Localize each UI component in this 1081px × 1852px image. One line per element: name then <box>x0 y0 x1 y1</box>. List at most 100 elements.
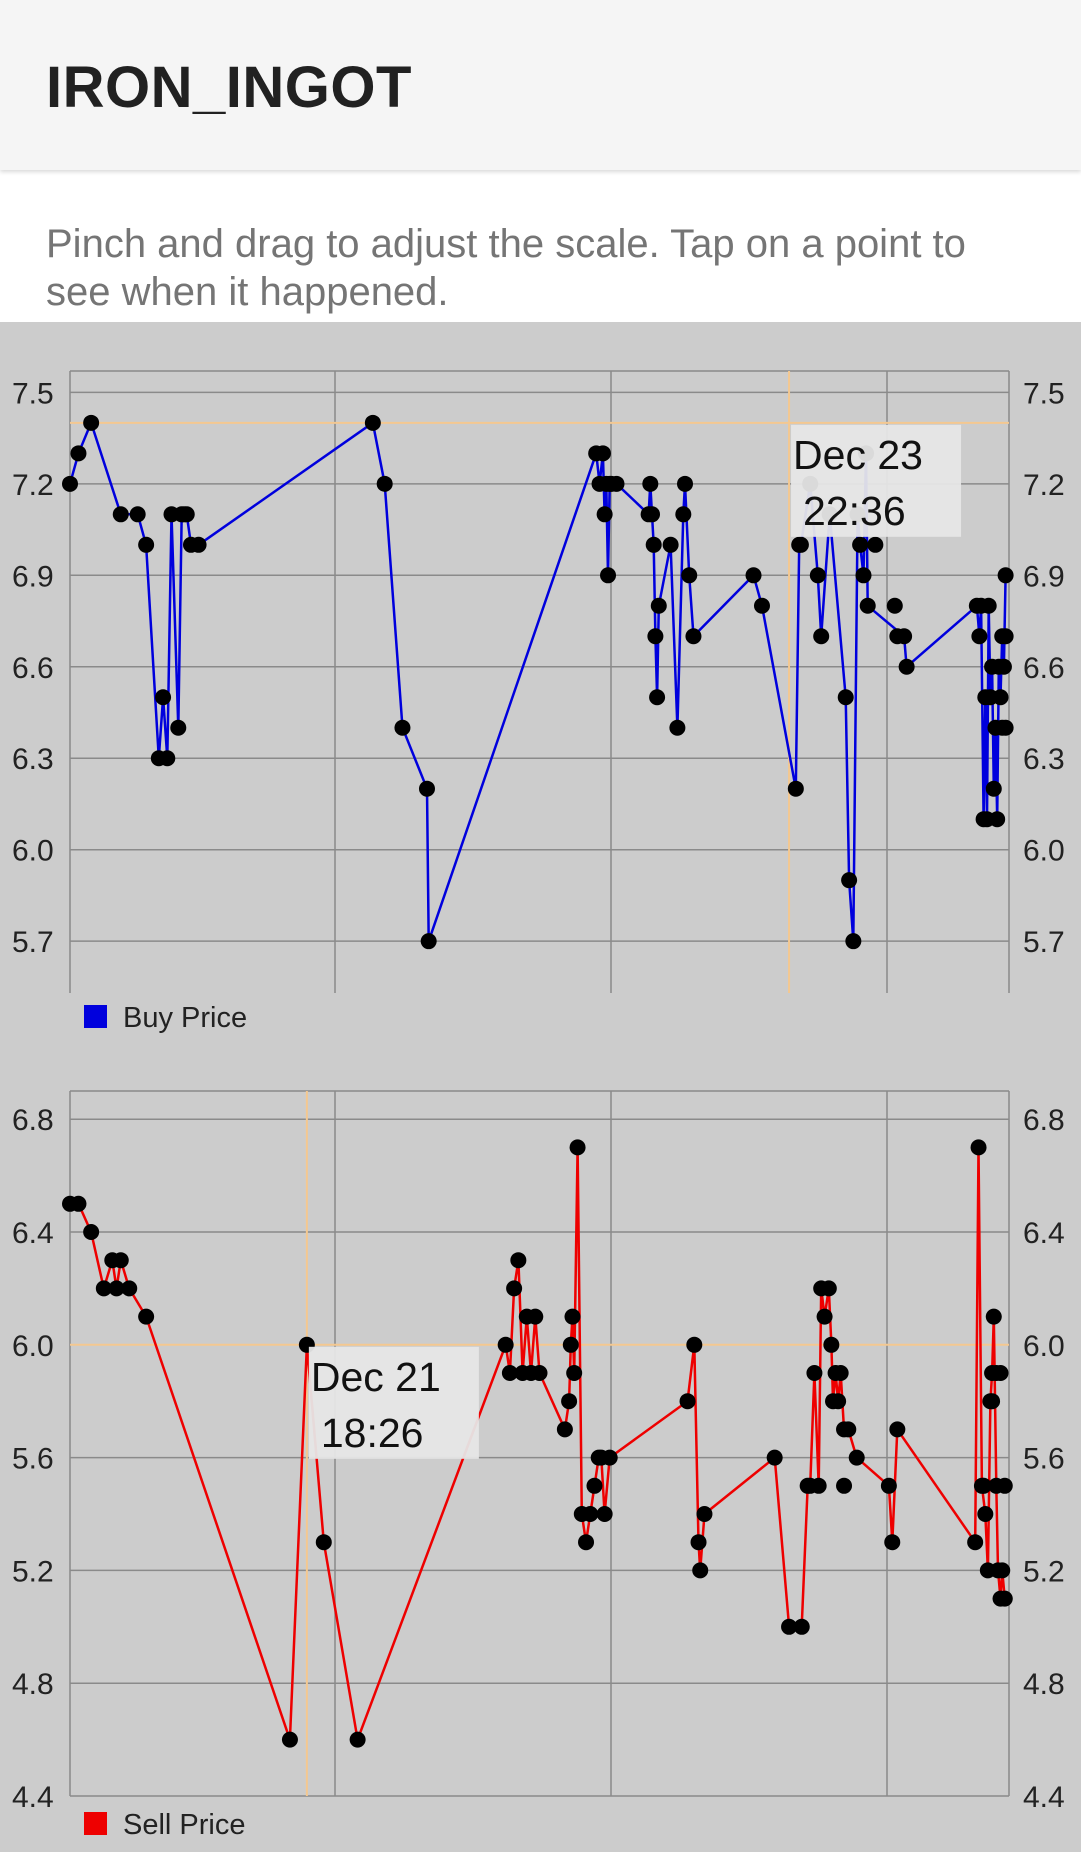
data-point <box>642 475 659 492</box>
y-tick-label-left: 6.0 <box>12 1330 54 1363</box>
data-point <box>420 933 437 950</box>
data-point <box>855 567 872 584</box>
legend-swatch <box>84 1812 107 1835</box>
tooltip-time: 18:26 <box>321 1410 424 1456</box>
data-point <box>645 536 662 553</box>
data-point <box>977 1506 994 1522</box>
data-point <box>586 1477 603 1494</box>
data-point <box>564 1308 581 1325</box>
data-point <box>809 567 826 584</box>
data-point <box>997 567 1014 584</box>
data-point <box>830 1393 847 1410</box>
data-point <box>675 506 692 523</box>
tooltip-box <box>791 424 962 537</box>
y-tick-label-right: 5.2 <box>1023 1555 1065 1588</box>
data-point <box>992 689 1009 706</box>
data-point <box>832 1365 849 1381</box>
data-point <box>867 536 884 553</box>
y-tick-label-left: 6.4 <box>12 1217 54 1250</box>
y-tick-label-left: 6.3 <box>12 743 54 776</box>
data-point <box>190 536 207 553</box>
buy-price-chart: 7.5 7.5 7.2 7.2 6.9 6.9 6.6 6.6 6.3 6.3 6.0 6.0 5.7 5… <box>12 370 1065 1034</box>
data-point <box>510 1252 527 1269</box>
data-point <box>129 506 146 523</box>
data-point <box>792 536 809 553</box>
data-point <box>696 1506 713 1522</box>
data-point <box>527 1308 544 1325</box>
data-point <box>650 597 667 614</box>
y-tick-label-right: 6.0 <box>1023 835 1065 868</box>
data-point <box>569 1139 586 1156</box>
sell-price-chart: 6.8 6.8 6.4 6.4 6.0 6.0 5.6 5.6 5.2 5.2 4.8 4.8 4.4 4… <box>12 1090 1065 1841</box>
data-point <box>992 1365 1009 1381</box>
data-point <box>889 1421 906 1438</box>
data-point <box>83 414 100 431</box>
data-point <box>70 445 87 462</box>
y-tick-label-left: 6.9 <box>12 560 54 593</box>
data-point <box>886 597 903 614</box>
data-point <box>596 506 613 523</box>
data-point <box>394 719 411 736</box>
data-point <box>497 1336 514 1353</box>
data-point <box>644 506 661 523</box>
data-point <box>889 628 906 645</box>
tooltip-box <box>308 1346 479 1459</box>
data-point <box>561 1393 578 1410</box>
data-point <box>692 1562 709 1579</box>
data-point <box>108 1280 125 1297</box>
data-point <box>836 1477 853 1494</box>
data-point <box>83 1224 100 1240</box>
data-point <box>787 780 804 797</box>
data-point <box>95 1280 112 1297</box>
data-point <box>845 933 862 950</box>
data-point <box>376 475 393 492</box>
y-tick-label-left: 5.2 <box>12 1555 54 1588</box>
data-point <box>170 719 187 736</box>
tooltip-date: Dec 21 <box>311 1354 441 1400</box>
y-tick-label-right: 6.3 <box>1023 743 1065 776</box>
data-point <box>121 1280 138 1297</box>
y-tick-label-left: 6.0 <box>12 835 54 868</box>
y-tick-label-right: 7.5 <box>1023 377 1065 410</box>
data-point <box>898 658 915 675</box>
data-point <box>647 628 664 645</box>
data-point <box>967 1534 984 1551</box>
data-point <box>681 567 698 584</box>
data-point <box>281 1731 298 1748</box>
y-tick-label-left: 5.7 <box>12 926 54 959</box>
data-point <box>840 1421 857 1438</box>
data-point <box>315 1534 332 1551</box>
data-point <box>686 1336 703 1353</box>
data-point <box>985 780 1002 797</box>
y-tick-label-right: 6.4 <box>1023 1217 1065 1250</box>
data-point <box>62 475 78 492</box>
y-tick-label-left: 4.8 <box>12 1668 54 1701</box>
data-point <box>753 597 770 614</box>
legend-label: Sell Price <box>123 1809 246 1841</box>
y-tick-label-right: 6.9 <box>1023 560 1065 593</box>
data-point <box>848 1449 865 1466</box>
data-point <box>816 1308 833 1325</box>
data-point <box>823 1336 840 1353</box>
data-point <box>837 689 854 706</box>
data-point <box>996 1477 1013 1494</box>
data-point <box>859 597 876 614</box>
data-point <box>884 1534 901 1551</box>
page-title: IRON_INGOT <box>46 55 412 120</box>
data-point <box>971 628 988 645</box>
data-point <box>679 1393 696 1410</box>
data-point <box>556 1421 573 1438</box>
y-tick-label-right: 5.7 <box>1023 926 1065 959</box>
data-point <box>677 475 694 492</box>
data-point <box>600 567 617 584</box>
tooltip-time: 22:36 <box>803 488 906 534</box>
data-point <box>989 811 1006 828</box>
price-charts[interactable]: 7.5 7.5 7.2 7.2 6.9 6.9 6.6 6.6 6.3 6.3 6.0 6.0 5.7 5… <box>0 322 1081 1852</box>
data-point <box>112 506 129 523</box>
tooltip-date: Dec 23 <box>793 432 923 478</box>
charts-container[interactable]: 7.5 7.5 7.2 7.2 6.9 6.9 6.6 6.6 6.3 6.3 6.0 6.0 5.7 5… <box>0 322 1081 1852</box>
data-point <box>996 1590 1013 1607</box>
data-point <box>155 689 172 706</box>
y-tick-label-right: 6.8 <box>1023 1104 1065 1137</box>
data-point <box>970 1139 987 1156</box>
